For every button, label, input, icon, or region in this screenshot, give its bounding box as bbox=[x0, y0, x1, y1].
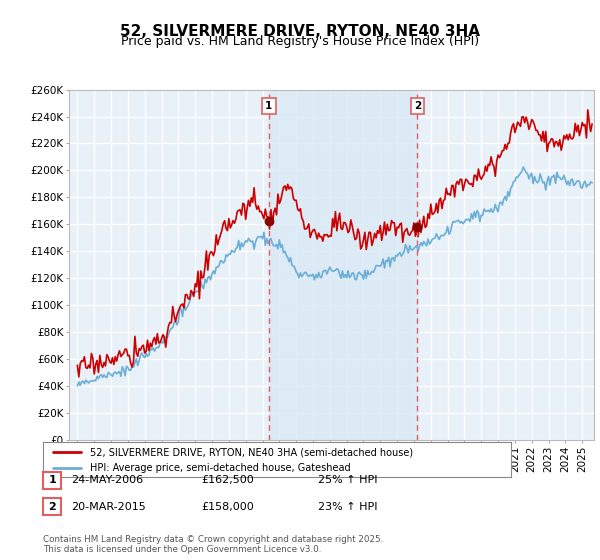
Text: HPI: Average price, semi-detached house, Gateshead: HPI: Average price, semi-detached house,… bbox=[90, 464, 350, 473]
Bar bbox=[269, 90, 418, 440]
Text: 25% ↑ HPI: 25% ↑ HPI bbox=[318, 475, 377, 486]
Text: 2: 2 bbox=[49, 502, 56, 512]
Text: Contains HM Land Registry data © Crown copyright and database right 2025.
This d: Contains HM Land Registry data © Crown c… bbox=[43, 535, 383, 554]
Text: 1: 1 bbox=[49, 475, 56, 486]
Text: 20-MAR-2015: 20-MAR-2015 bbox=[71, 502, 146, 512]
Text: 24-MAY-2006: 24-MAY-2006 bbox=[71, 475, 143, 486]
Text: 1: 1 bbox=[265, 101, 272, 111]
Text: 52, SILVERMERE DRIVE, RYTON, NE40 3HA: 52, SILVERMERE DRIVE, RYTON, NE40 3HA bbox=[120, 24, 480, 39]
Text: £158,000: £158,000 bbox=[201, 502, 254, 512]
Text: £162,500: £162,500 bbox=[201, 475, 254, 486]
Text: Price paid vs. HM Land Registry's House Price Index (HPI): Price paid vs. HM Land Registry's House … bbox=[121, 35, 479, 48]
Text: 52, SILVERMERE DRIVE, RYTON, NE40 3HA (semi-detached house): 52, SILVERMERE DRIVE, RYTON, NE40 3HA (s… bbox=[90, 447, 413, 457]
Text: 2: 2 bbox=[414, 101, 421, 111]
Text: 23% ↑ HPI: 23% ↑ HPI bbox=[318, 502, 377, 512]
